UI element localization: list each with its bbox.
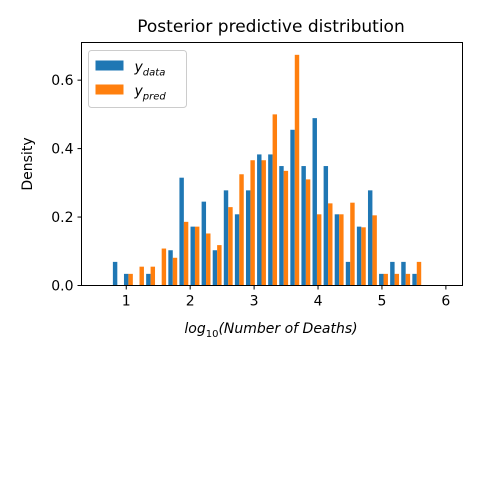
- bar-series-1-bin-4: [150, 266, 156, 286]
- legend-label-base-1: y: [134, 84, 144, 100]
- x-axis-label-base: log: [184, 321, 205, 337]
- y-tick-label-1: 0.2: [51, 210, 73, 226]
- x-axis-label: log10(Number of Deaths): [184, 321, 357, 340]
- bar-series-0-bin-9: [201, 201, 207, 286]
- bar-series-0-bin-25: [379, 273, 384, 286]
- bar-series-0-bin-2: [123, 273, 129, 286]
- bar-series-1-bin-22: [350, 202, 355, 286]
- bar-series-0-bin-11: [223, 190, 229, 286]
- bar-series-1-bin-13: [250, 160, 255, 286]
- bar-series-1-bin-12: [239, 174, 244, 286]
- x-tick-label-0: 1: [122, 294, 131, 310]
- bar-series-0-bin-26: [390, 261, 395, 286]
- bar-series-0-bin-16: [279, 166, 284, 286]
- bar-series-1-bin-9: [206, 233, 211, 286]
- legend-label-0: ydata: [134, 60, 166, 79]
- y-tick-label-2: 0.4: [51, 142, 73, 158]
- bar-series-1-bin-26: [394, 273, 400, 286]
- legend-label-sub-0: data: [143, 68, 166, 79]
- bar-series-0-bin-8: [190, 226, 195, 286]
- y-axis: 0.0 0.2 0.4 0.6: [51, 73, 82, 295]
- bar-series-0-bin-23: [356, 226, 362, 286]
- x-tick-label-5: 6: [441, 294, 450, 310]
- plot-frame: [81, 42, 463, 286]
- bar-series-1-bin-15: [272, 114, 278, 286]
- bar-series-1-bin-17: [294, 54, 300, 286]
- x-axis-label-rest: (Number of Deaths): [218, 321, 357, 337]
- bar-series-0-bin-20: [323, 166, 329, 286]
- bar-series-0-bin-13: [245, 190, 251, 286]
- bar-series-0-bin-18: [301, 166, 306, 286]
- bar-series-1-bin-21: [339, 214, 344, 286]
- bar-series-1-bin-16: [283, 170, 289, 286]
- bar-series-0-bin-17: [290, 129, 295, 286]
- bar-series-0-bin-15: [268, 154, 273, 286]
- chart-title: Posterior predictive distribution: [137, 17, 404, 37]
- bar-series-1-bin-6: [172, 257, 178, 286]
- legend-label-sub-1: pred: [142, 92, 167, 103]
- bar-series-1-bin-8: [194, 226, 200, 286]
- y-axis-label: Density: [20, 137, 36, 190]
- bar-series-0-bin-12: [234, 214, 240, 286]
- bar-series-0-bin-6: [168, 250, 173, 286]
- bars: [112, 54, 422, 286]
- legend-label-base-0: y: [134, 60, 144, 76]
- x-tick-label-3: 4: [314, 294, 323, 310]
- bar-series-0-bin-1: [112, 261, 118, 286]
- x-tick-label-4: 5: [377, 294, 386, 310]
- bar-series-1-bin-11: [228, 207, 233, 286]
- y-tick-label-3: 0.6: [51, 73, 73, 89]
- bar-series-1-bin-14: [261, 160, 266, 286]
- bar-series-0-bin-19: [312, 118, 317, 286]
- bar-series-1-bin-2: [128, 273, 133, 286]
- bar-series-0-bin-4: [146, 273, 151, 286]
- bar-series-0-bin-27: [401, 261, 406, 286]
- bar-series-1-bin-24: [372, 215, 377, 286]
- bar-series-1-bin-19: [316, 214, 322, 286]
- bar-series-1-bin-25: [383, 273, 388, 286]
- x-tick-label-2: 3: [250, 294, 259, 310]
- bar-series-1-bin-27: [405, 273, 411, 286]
- bar-series-1-bin-23: [361, 227, 366, 286]
- x-tick-label-1: 2: [186, 294, 195, 310]
- bar-series-1-bin-20: [328, 203, 333, 286]
- bar-series-0-bin-7: [179, 177, 184, 286]
- bar-series-1-bin-10: [217, 245, 222, 286]
- bar-series-0-bin-24: [367, 190, 373, 286]
- bar-series-1-bin-7: [183, 221, 189, 286]
- bar-series-0-bin-22: [345, 261, 351, 286]
- bar-series-1-bin-18: [305, 179, 311, 286]
- bar-series-0-bin-28: [412, 273, 417, 286]
- legend-swatch-1: [95, 84, 124, 95]
- x-axis: 1 2 3 4 5 6: [122, 285, 450, 310]
- bar-series-0-bin-10: [212, 250, 218, 286]
- legend-swatch-0: [95, 60, 124, 71]
- bar-series-1-bin-28: [416, 261, 422, 286]
- bar-series-1-bin-5: [161, 248, 167, 286]
- y-tick-label-0: 0.0: [51, 279, 73, 295]
- legend-label-1: ypred: [134, 84, 167, 103]
- x-axis-label-sub: 10: [206, 329, 219, 340]
- bar-series-0-bin-21: [334, 214, 340, 286]
- bar-series-1-bin-3: [139, 266, 144, 286]
- bar-series-0-bin-14: [257, 154, 262, 286]
